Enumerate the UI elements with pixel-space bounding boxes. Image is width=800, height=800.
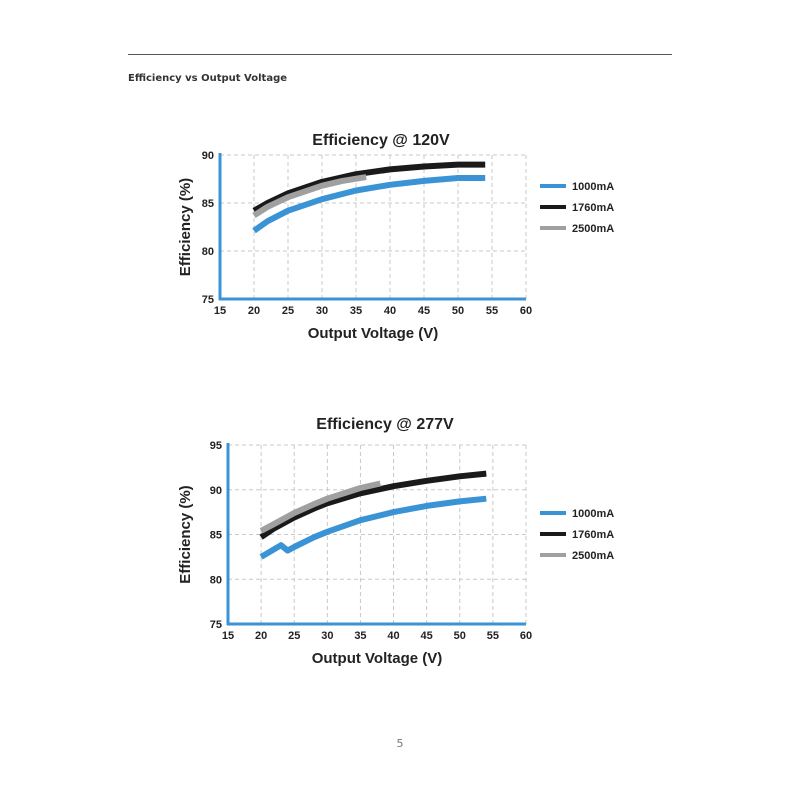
y-tick-label: 75 [210, 619, 222, 631]
y-tick-label: 80 [210, 574, 222, 586]
y-tick-label: 75 [202, 294, 214, 306]
x-tick-label: 35 [350, 305, 362, 317]
x-axis-label: Output Voltage (V) [308, 325, 439, 342]
x-tick-label: 50 [452, 305, 464, 317]
y-tick-label: 90 [210, 485, 222, 497]
section-title: Efficiency vs Output Voltage [128, 73, 288, 84]
x-tick-label: 15 [222, 630, 234, 642]
x-tick-label: 25 [282, 305, 294, 317]
x-tick-label: 45 [421, 630, 433, 642]
x-tick-label: 40 [387, 630, 399, 642]
x-tick-label: 25 [288, 630, 300, 642]
chart-120v-svg: Efficiency @ 120V 15 20 25 30 35 40 45 50 55 60 75 8… [177, 132, 614, 342]
x-tick-label: 55 [487, 630, 499, 642]
x-tick-label: 60 [520, 305, 532, 317]
series-line-1760ma [252, 161, 486, 214]
page-number: 5 [396, 737, 404, 750]
x-tick-label: 35 [354, 630, 366, 642]
header-rule [128, 54, 672, 55]
x-axis-label: Output Voltage (V) [312, 650, 443, 667]
x-tick-label: 40 [384, 305, 396, 317]
series-line-1000ma [252, 175, 486, 234]
chart-efficiency-120v: Efficiency @ 120V 15 20 25 30 35 40 45 50 55 60 75 8… [0, 120, 800, 350]
series-line-1760ma [259, 470, 487, 540]
x-tick-label: 45 [418, 305, 430, 317]
x-tick-label: 15 [214, 305, 226, 317]
series-line-2500ma [259, 480, 381, 534]
y-tick-label: 85 [210, 530, 222, 542]
legend-label: 1000mA [572, 508, 614, 520]
legend-label: 2500mA [572, 550, 614, 562]
x-tick-label: 50 [454, 630, 466, 642]
x-tick-label: 55 [486, 305, 498, 317]
legend-label: 1760mA [572, 529, 614, 541]
y-tick-label: 95 [210, 440, 222, 452]
y-axis-label: Efficiency (%) [177, 178, 194, 276]
y-tick-label: 80 [202, 246, 214, 258]
legend-label: 1760mA [572, 202, 614, 214]
y-axis-label: Efficiency (%) [177, 485, 194, 583]
x-tick-label: 30 [321, 630, 333, 642]
chart-title: Efficiency @ 277V [316, 416, 454, 433]
x-tick-label: 60 [520, 630, 532, 642]
x-tick-label: 30 [316, 305, 328, 317]
chart-277v-svg: Efficiency @ 277V 15 20 25 30 35 40 45 50 55 60 75 8… [177, 416, 614, 667]
x-tick-label: 20 [255, 630, 267, 642]
chart-title: Efficiency @ 120V [312, 132, 450, 149]
y-tick-label: 85 [202, 198, 214, 210]
chart-efficiency-277v: Efficiency @ 277V 15 20 25 30 35 40 45 50 55 60 75 8… [0, 405, 800, 675]
legend-label: 2500mA [572, 223, 614, 235]
y-tick-label: 90 [202, 150, 214, 162]
series-line-1000ma [259, 495, 487, 560]
x-tick-label: 20 [248, 305, 260, 317]
series-line-2500ma [252, 174, 367, 219]
legend-label: 1000mA [572, 181, 614, 193]
